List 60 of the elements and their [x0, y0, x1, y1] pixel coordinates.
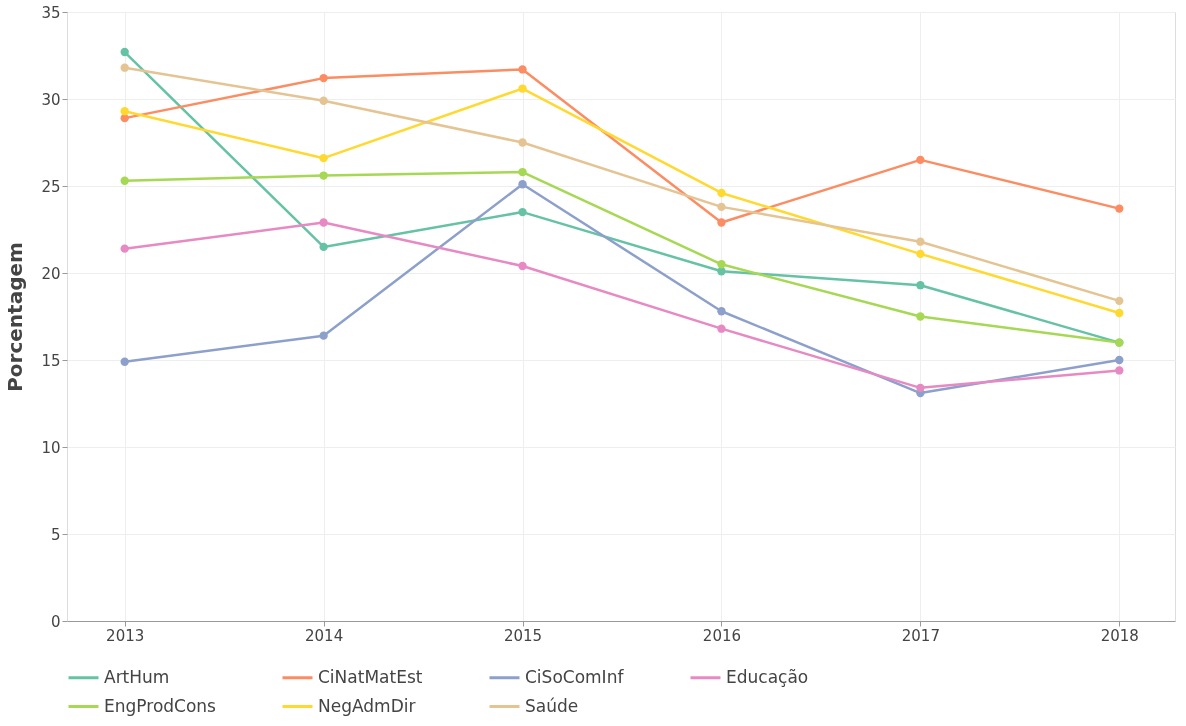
point	[518, 138, 527, 147]
point	[518, 207, 527, 217]
x-tick-label: 2018	[1100, 626, 1139, 645]
point	[916, 383, 925, 393]
point	[1115, 296, 1124, 306]
point	[916, 237, 925, 246]
point	[518, 65, 527, 74]
y-axis-title: Porcentagem	[3, 242, 28, 392]
point	[916, 281, 925, 290]
point	[319, 218, 328, 227]
point	[120, 47, 129, 57]
y-tick-label: 25	[41, 177, 61, 196]
point	[717, 260, 726, 269]
point	[518, 180, 527, 189]
point	[120, 107, 129, 116]
point	[916, 155, 925, 165]
point	[120, 244, 129, 253]
point	[518, 84, 527, 93]
point	[319, 171, 328, 180]
x-tick-label: 2016	[702, 626, 742, 645]
point	[1115, 355, 1124, 365]
y-tick-label: 10	[41, 438, 61, 457]
point	[717, 188, 726, 198]
point	[1115, 366, 1124, 375]
y-tick-label: 5	[50, 525, 61, 544]
y-tick-label: 20	[41, 264, 61, 283]
point	[319, 331, 328, 340]
point	[717, 218, 726, 227]
point	[120, 357, 129, 366]
y-tick-label: 35	[41, 3, 61, 22]
point	[319, 153, 328, 163]
y-tick-label: 15	[41, 351, 61, 370]
point	[120, 63, 129, 72]
legend-label: Saúde	[525, 695, 579, 716]
point	[717, 202, 726, 212]
point	[717, 267, 726, 276]
legend-label: Educação	[726, 666, 809, 687]
point	[916, 249, 925, 259]
point	[518, 167, 527, 177]
point	[717, 324, 726, 333]
point	[916, 312, 925, 321]
point	[319, 96, 328, 105]
legend-label: CiSoComInf	[525, 666, 625, 687]
point	[1115, 204, 1124, 213]
legend-label: ArtHum	[104, 666, 170, 687]
point	[120, 176, 129, 185]
y-tick-label: 30	[41, 90, 61, 109]
legend-label: NegAdmDir	[318, 695, 416, 716]
x-tick-label: 2015	[503, 626, 543, 645]
x-tick-label: 2014	[305, 626, 344, 645]
y-tick-label: 0	[50, 612, 61, 631]
point	[319, 242, 328, 252]
x-tick-label: 2017	[901, 626, 940, 645]
x-tick-label: 2013	[106, 626, 145, 645]
legend-label: EngProdCons	[104, 695, 217, 716]
point	[518, 261, 527, 271]
point	[319, 73, 328, 83]
point	[717, 307, 726, 316]
legend-label: CiNatMatEst	[318, 666, 423, 687]
point	[1115, 308, 1124, 318]
